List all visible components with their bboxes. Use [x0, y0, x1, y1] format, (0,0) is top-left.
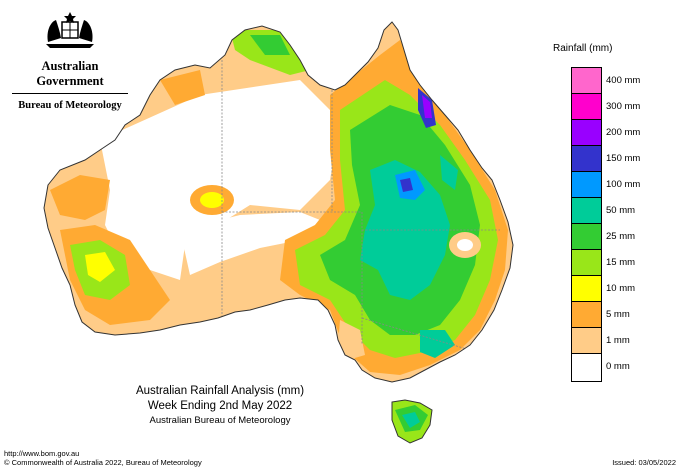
legend-swatch	[572, 120, 601, 146]
legend-swatch	[572, 68, 601, 94]
legend-swatch	[572, 328, 601, 354]
legend-swatch	[572, 302, 601, 328]
legend-label: 300 mm	[606, 101, 641, 112]
legend-title: Rainfall (mm)	[553, 43, 613, 54]
copyright-text: © Commonwealth of Australia 2022, Bureau…	[4, 458, 202, 467]
legend-label: 5 mm	[606, 309, 630, 320]
issued-date: Issued: 03/05/2022	[612, 458, 676, 467]
legend-label: 150 mm	[606, 153, 641, 164]
legend-swatch	[572, 94, 601, 120]
legend-swatch	[572, 146, 601, 172]
legend-label: 15 mm	[606, 257, 636, 268]
government-branding: Australian Government Bureau of Meteorol…	[8, 8, 132, 111]
government-title: Australian Government	[36, 59, 104, 88]
legend-label: 10 mm	[606, 283, 636, 294]
branding-divider	[12, 93, 128, 94]
legend-label: 400 mm	[606, 75, 641, 86]
legend-label: 0 mm	[606, 361, 630, 372]
legend-swatch	[572, 224, 601, 250]
map-title: Australian Rainfall Analysis (mm)	[135, 385, 305, 397]
legend-swatch	[572, 250, 601, 276]
legend-swatch	[572, 354, 601, 380]
legend-swatch	[572, 276, 601, 302]
coat-of-arms-icon	[46, 12, 94, 48]
legend-label: 100 mm	[606, 179, 641, 190]
rainfall-legend	[571, 67, 602, 382]
map-title-block: Australian Rainfall Analysis (mm) Week E…	[130, 385, 310, 426]
legend-label: 25 mm	[606, 231, 636, 242]
legend-label: 1 mm	[606, 335, 630, 346]
map-period: Week Ending 2nd May 2022	[147, 400, 293, 412]
agency-name: Bureau of Meteorology	[18, 100, 122, 111]
map-source: Australian Bureau of Meteorology	[149, 415, 291, 426]
website-link[interactable]: http://www.bom.gov.au	[4, 449, 80, 458]
legend-label: 200 mm	[606, 127, 641, 138]
legend-label: 50 mm	[606, 205, 636, 216]
legend-swatch	[572, 172, 601, 198]
legend-swatch	[572, 198, 601, 224]
